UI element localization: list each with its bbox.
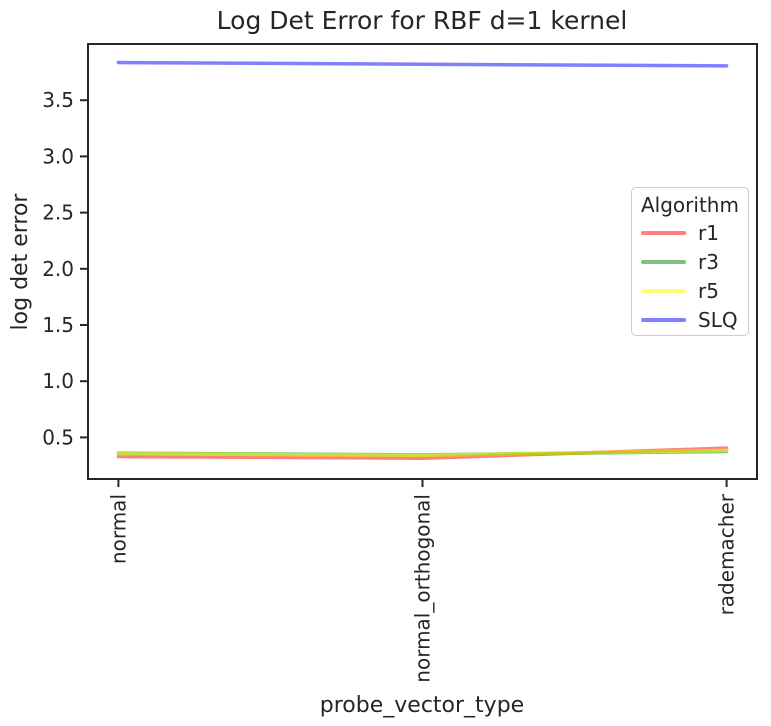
legend-item-SLQ: SLQ bbox=[641, 305, 740, 334]
y-tick-label: 3.5 bbox=[42, 88, 74, 112]
legend-item-label: r1 bbox=[698, 220, 719, 245]
y-tick-label: 2.0 bbox=[42, 257, 74, 281]
legend-item-r1: r1 bbox=[641, 218, 740, 247]
legend-swatch-r5 bbox=[641, 288, 686, 293]
legend-item-r3: r3 bbox=[641, 247, 740, 276]
y-tick-label: 0.5 bbox=[42, 425, 74, 449]
series-line-SLQ bbox=[116, 60, 729, 68]
legend-swatch-r1 bbox=[641, 230, 686, 235]
legend-item-r5: r5 bbox=[641, 276, 740, 305]
x-axis-label: probe_vector_type bbox=[320, 693, 524, 718]
x-tick-label: normal_orthogonal bbox=[411, 494, 435, 683]
x-tick-label: rademacher bbox=[715, 493, 739, 615]
legend-swatch-r3 bbox=[641, 259, 686, 264]
x-tick-label: normal bbox=[106, 494, 130, 564]
legend-item-label: r3 bbox=[698, 249, 719, 274]
legend-item-label: SLQ bbox=[698, 307, 738, 332]
chart-title: Log Det Error for RBF d=1 kernel bbox=[217, 6, 628, 35]
y-tick-label: 1.0 bbox=[42, 369, 74, 393]
legend-item-label: r5 bbox=[698, 278, 719, 303]
ticks-layer: 0.5 1.0 1.5 2.0 2.5 3.0 3.5 normal normal_orthog… bbox=[42, 88, 738, 683]
legend-items: r1 r3 r5 SLQ bbox=[641, 218, 740, 334]
y-axis-label: log det error bbox=[8, 193, 33, 331]
legend: Algorithm r1 r3 r5 SLQ bbox=[631, 187, 749, 336]
y-tick-label: 1.5 bbox=[42, 313, 74, 337]
series-line-r5 bbox=[116, 448, 729, 458]
y-tick-label: 3.0 bbox=[42, 144, 74, 168]
legend-title: Algorithm bbox=[641, 193, 739, 217]
legend-swatch-SLQ bbox=[641, 317, 686, 322]
series-layer bbox=[116, 60, 729, 460]
y-tick-label: 2.5 bbox=[42, 201, 74, 225]
